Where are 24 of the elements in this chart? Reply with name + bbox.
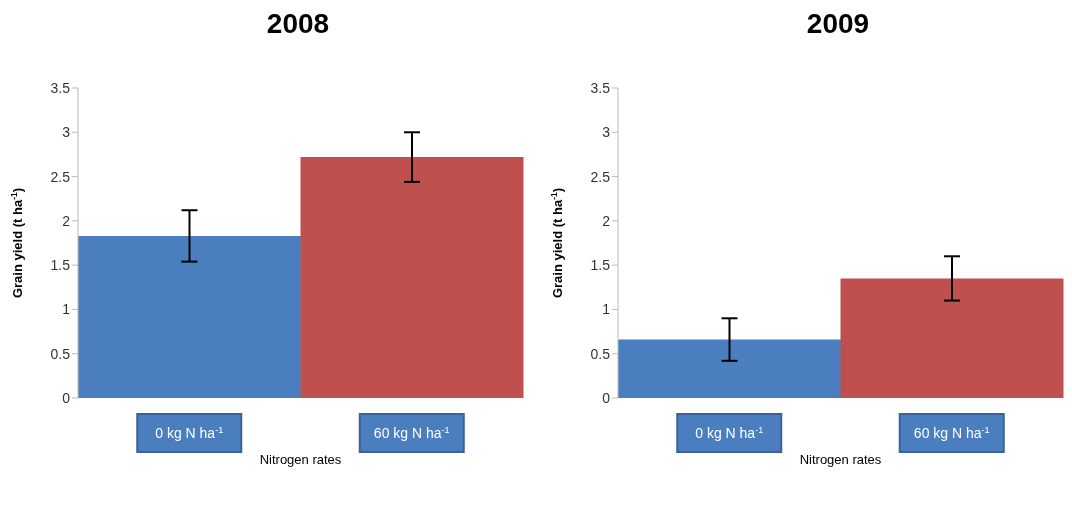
y-tick-label: 0 <box>62 389 71 406</box>
x-axis-title: Nitrogen rates <box>799 452 882 467</box>
x-axis-title: Nitrogen rates <box>259 452 342 467</box>
y-tick-label: 0 <box>602 389 611 406</box>
y-tick-label: 2 <box>602 212 611 229</box>
y-tick-label: 2 <box>62 212 71 229</box>
y-tick-label: 2.5 <box>590 168 611 185</box>
y-tick-label: 3 <box>62 124 71 141</box>
chart-title: 2009 <box>805 8 871 41</box>
x-tick-label: 0 kg N ha$^{-1}$ <box>155 425 224 441</box>
y-tick-label: 1 <box>62 301 71 318</box>
y-tick-label: 3.5 <box>50 79 71 96</box>
y-tick-label: 1 <box>602 301 611 318</box>
y-tick-label: 2.5 <box>50 168 71 185</box>
y-tick-label: 3.5 <box>590 79 611 96</box>
y-tick-label: 1.5 <box>590 257 611 274</box>
y-tick-label: 0.5 <box>50 345 71 362</box>
y-tick-label: 3 <box>602 124 611 141</box>
y-tick-label: 1.5 <box>50 257 71 274</box>
x-tick-label: 60 kg N ha$^{-1}$ <box>373 425 450 441</box>
y-tick-label: 0.5 <box>590 345 611 362</box>
chart-title: 2008 <box>265 8 331 41</box>
x-tick-label: 0 kg N ha$^{-1}$ <box>695 425 764 441</box>
x-tick-label: 60 kg N ha$^{-1}$ <box>913 425 990 441</box>
